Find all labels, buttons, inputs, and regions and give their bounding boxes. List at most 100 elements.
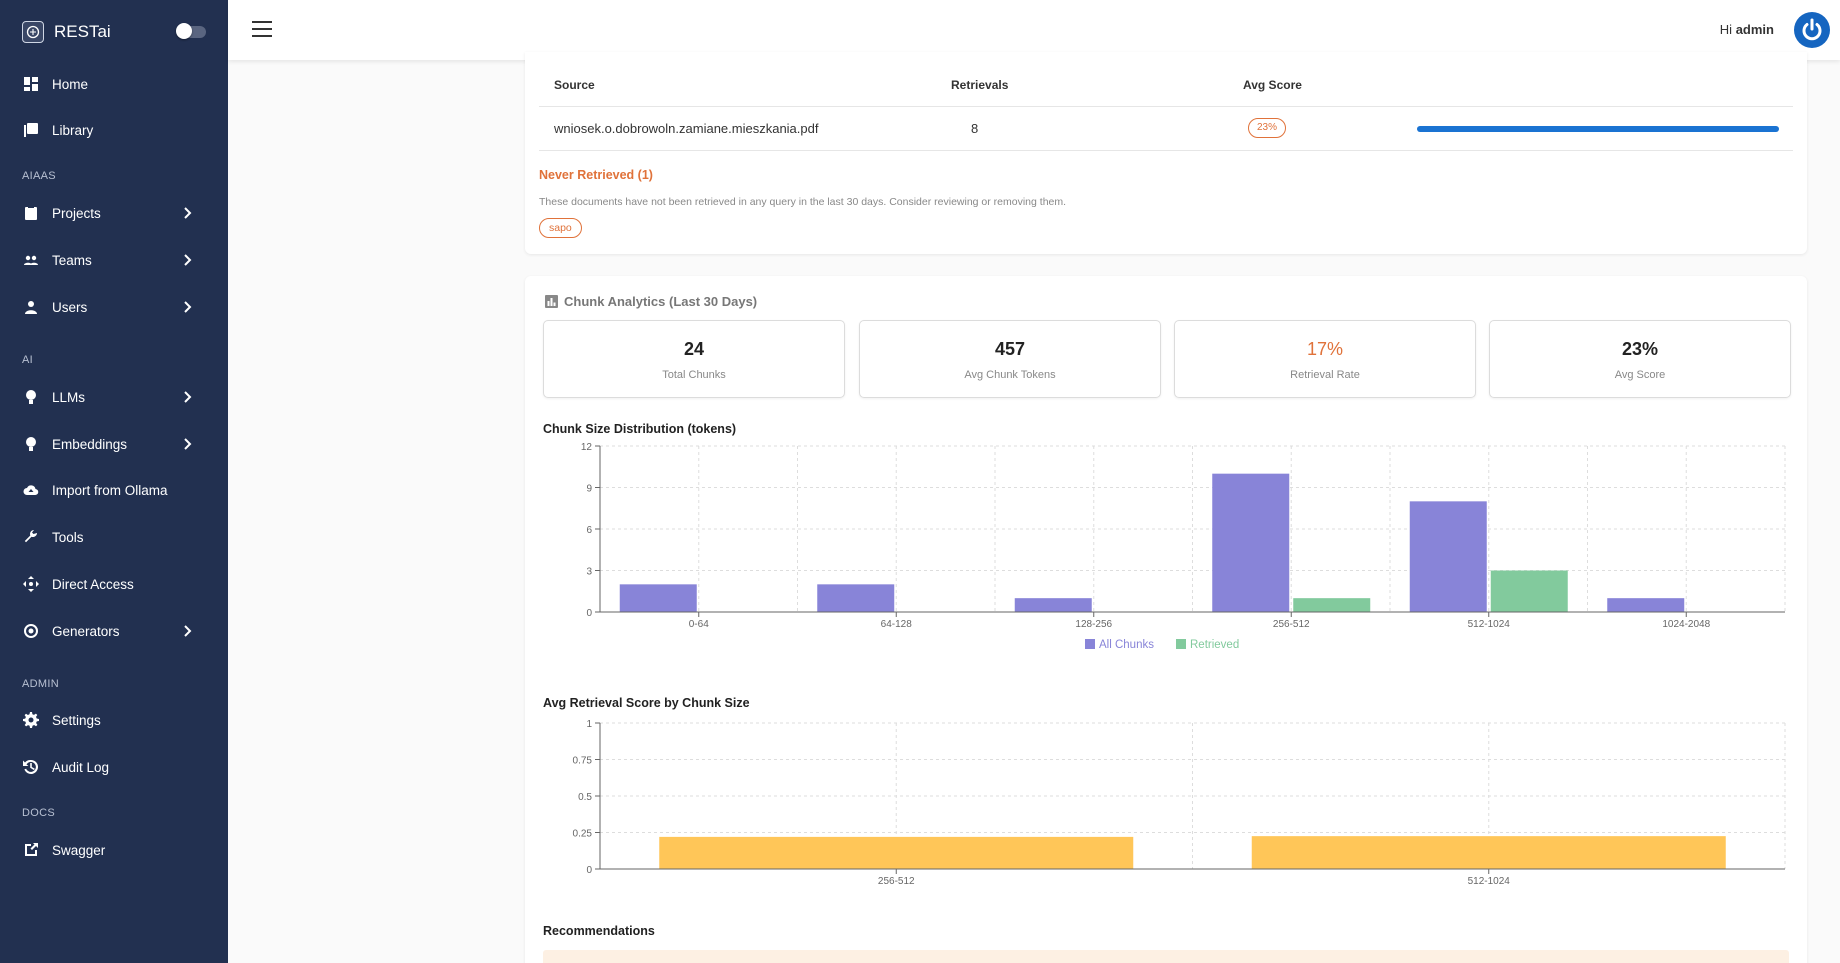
- sidebar-item-label: Embeddings: [52, 436, 128, 452]
- stat-card-avg-score: 23% Avg Score: [1489, 320, 1791, 398]
- chart-bar: [1293, 598, 1371, 612]
- retrieval-sources-card: Source Retrievals Avg Score wniosek.o.do…: [525, 52, 1807, 254]
- sidebar: RESTai Home Library AIAAS Projects Teams…: [0, 0, 228, 963]
- x-tick-label: 256-512: [1273, 619, 1310, 630]
- sidebar-item-audit-log[interactable]: Audit Log: [0, 747, 228, 787]
- dashboard-icon: [22, 75, 40, 93]
- sidebar-item-swagger[interactable]: Swagger: [0, 830, 228, 870]
- section-label-docs: DOCS: [22, 807, 55, 819]
- sidebar-item-teams[interactable]: Teams: [0, 240, 228, 280]
- library-icon: [22, 121, 40, 139]
- sidebar-item-generators[interactable]: Generators: [0, 611, 228, 651]
- bar-chart-icon: [545, 295, 558, 308]
- sidebar-item-label: Users: [52, 299, 88, 315]
- theme-toggle[interactable]: [176, 23, 206, 39]
- stat-card-avg-tokens: 457 Avg Chunk Tokens: [859, 320, 1161, 398]
- sidebar-item-library[interactable]: Library: [0, 110, 228, 150]
- chunk-analytics-title-text: Chunk Analytics (Last 30 Days): [564, 294, 758, 309]
- divider: [539, 106, 1793, 107]
- chart-bar: [1251, 836, 1726, 869]
- recommendations-title: Recommendations: [543, 924, 655, 938]
- lightbulb-icon: [22, 388, 40, 406]
- chunk-analytics-title: Chunk Analytics (Last 30 Days): [545, 294, 757, 309]
- sidebar-item-label: Swagger: [52, 842, 106, 858]
- chart-bar: [817, 584, 895, 612]
- retrieval-progress-bar: [1417, 126, 1779, 132]
- x-tick-label: 512-1024: [1468, 619, 1511, 630]
- cloud-upload-icon: [22, 481, 40, 499]
- history-icon: [22, 758, 40, 776]
- y-tick-label: 0: [586, 608, 592, 619]
- col-header-retrievals: Retrievals: [951, 78, 1009, 92]
- x-tick-label: 256-512: [878, 876, 915, 887]
- y-tick-label: 3: [586, 567, 592, 578]
- stat-label: Retrieval Rate: [1290, 369, 1360, 381]
- never-retrieved-title: Never Retrieved (1): [539, 168, 653, 182]
- clipboard-icon: [22, 204, 40, 222]
- chevron-right-icon: [180, 390, 194, 404]
- y-tick-label: 0.75: [573, 756, 593, 767]
- x-tick-label: 1024-2048: [1662, 619, 1710, 630]
- stat-label: Total Chunks: [662, 369, 726, 381]
- greeting-text: Hi: [1719, 22, 1733, 37]
- sidebar-item-users[interactable]: Users: [0, 287, 228, 327]
- sidebar-item-label: Generators: [52, 623, 120, 639]
- x-tick-label: 512-1024: [1468, 876, 1511, 887]
- sidebar-item-import-ollama[interactable]: Import from Ollama: [0, 470, 228, 510]
- divider: [539, 150, 1793, 151]
- sidebar-item-label: Audit Log: [52, 759, 110, 775]
- size-distribution-chart: 0 3 6 9 12 0-64 64-128 128-256 256-512 512-1024 10…: [525, 436, 1807, 661]
- chevron-right-icon: [180, 253, 194, 267]
- stat-value: 23%: [1621, 339, 1659, 359]
- menu-icon[interactable]: [252, 21, 272, 39]
- gear-icon: [22, 622, 40, 640]
- stat-card-retrieval-rate: 17% Retrieval Rate: [1174, 320, 1476, 398]
- brain-logo-icon: [22, 21, 44, 43]
- external-link-icon: [22, 841, 40, 859]
- sidebar-item-label: LLMs: [52, 389, 86, 405]
- sidebar-item-label: Direct Access: [52, 576, 134, 592]
- sidebar-item-label: Teams: [52, 252, 92, 268]
- arrows-icon: [22, 575, 40, 593]
- power-avatar-icon[interactable]: [1794, 12, 1830, 48]
- sidebar-item-home[interactable]: Home: [0, 64, 228, 104]
- section-label-aiaas: AIAAS: [22, 170, 56, 182]
- chart-bar: [619, 584, 697, 612]
- wrench-icon: [22, 528, 40, 546]
- sidebar-item-label: Home: [52, 76, 89, 92]
- sidebar-item-label: Import from Ollama: [52, 482, 168, 498]
- topbar: Hi admin: [228, 0, 1840, 60]
- chart-bar: [1490, 570, 1568, 612]
- person-icon: [22, 298, 40, 316]
- sidebar-item-label: Library: [52, 122, 94, 138]
- sidebar-item-tools[interactable]: Tools: [0, 517, 228, 557]
- x-tick-label: 64-128: [881, 619, 913, 630]
- never-retrieved-doc-chip[interactable]: sapo: [539, 218, 582, 238]
- legend-label: Retrieved: [1190, 639, 1239, 651]
- y-tick-label: 1: [586, 719, 592, 730]
- chart-title-size-distribution: Chunk Size Distribution (tokens): [543, 422, 737, 436]
- chunk-analytics-card: Chunk Analytics (Last 30 Days) 24 Total …: [525, 276, 1807, 963]
- sidebar-item-direct-access[interactable]: Direct Access: [0, 564, 228, 604]
- legend-swatch: [1176, 639, 1186, 649]
- settings-icon: [22, 711, 40, 729]
- sidebar-item-label: Settings: [52, 712, 101, 728]
- stat-value: 24: [683, 339, 705, 359]
- score-badge: 23%: [1248, 118, 1286, 138]
- sidebar-item-projects[interactable]: Projects: [0, 193, 228, 233]
- chart-grid: [600, 445, 1786, 613]
- sidebar-item-label: Tools: [52, 529, 84, 545]
- y-tick-label: 12: [581, 442, 593, 453]
- sidebar-item-embeddings[interactable]: Embeddings: [0, 424, 228, 464]
- sidebar-item-llms[interactable]: LLMs: [0, 377, 228, 417]
- stat-value: 457: [994, 339, 1026, 359]
- chart-bar: [659, 836, 1134, 869]
- groups-icon: [22, 251, 40, 269]
- section-label-admin: ADMIN: [22, 678, 59, 690]
- app-name: RESTai: [54, 22, 111, 41]
- chevron-right-icon: [180, 624, 194, 638]
- sidebar-item-settings[interactable]: Settings: [0, 700, 228, 740]
- chart-bar: [1409, 501, 1487, 612]
- brand[interactable]: RESTai: [0, 0, 228, 64]
- stat-card-total-chunks: 24 Total Chunks: [543, 320, 845, 398]
